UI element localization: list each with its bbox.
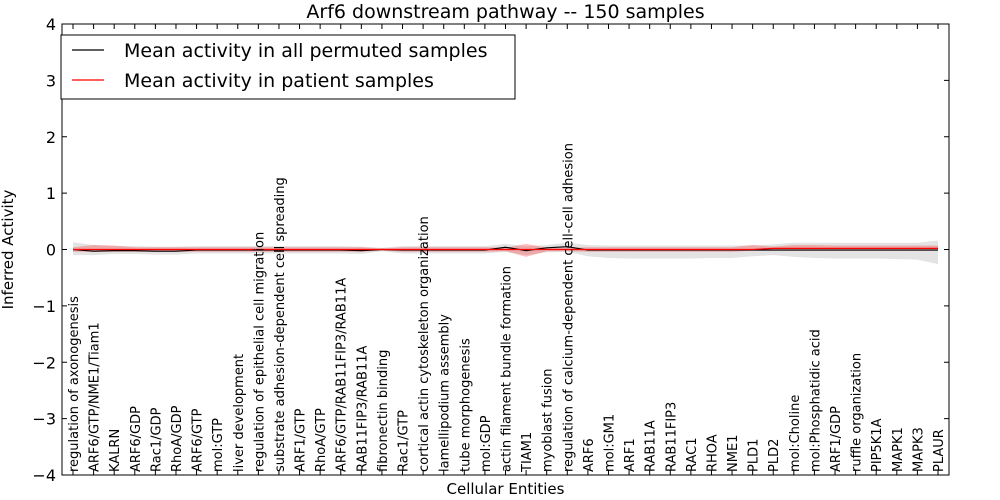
band-series-1 [73,243,938,257]
legend-box [60,34,516,100]
x-tick-label: PLAUR [932,429,947,472]
y-tick-label: 4 [46,15,56,34]
x-tick-label: regulation of axonogenesis [67,296,82,472]
y-tick-label: 0 [46,241,56,260]
x-tick-label: ARF1/GDP [829,406,844,472]
band-series-0 [73,240,938,265]
x-tick-label: PLD1 [747,439,762,472]
y-tick-label: −1 [32,297,56,316]
x-tick-label: mol:GTP [211,418,226,472]
x-tick-label: MAPK1 [891,427,906,472]
x-tick-label: Rac1/GTP [397,410,412,472]
x-axis-label: Cellular Entities [447,480,565,498]
x-tick-label: TIAM1 [520,432,535,473]
x-tick-label: ARF6/GTP [191,408,206,472]
x-tick-label: ARF1/GTP [294,408,309,472]
x-tick-label: ARF6/GDP [129,406,144,472]
x-tick-label: myoblast fusion [541,368,556,472]
x-tick-label: ruffle organization [850,353,865,472]
x-tick-label: RAC1 [685,437,700,472]
x-tick-label: RhoA/GTP [314,408,329,472]
x-tick-label: regulation of epithelial cell migration [252,232,267,472]
legend-label-permuted: Mean activity in all permuted samples [124,40,487,62]
y-tick-label: 3 [46,71,56,90]
x-tick-label: mol:Phosphatidic acid [808,329,823,472]
x-tick-label: KALRN [108,429,123,472]
axis-ticks [62,23,949,476]
plot-frame [61,23,950,476]
x-tick-label: tube morphogenesis [458,338,473,472]
x-tick-label: actin filament bundle formation [500,266,515,472]
chart-title: Arf6 downstream pathway -- 150 samples [306,1,704,23]
y-axis-label: Inferred Activity [0,189,17,309]
x-tick-label: ARF1 [623,438,638,472]
x-tick-label: RAB11A [644,420,659,472]
line-series-1 [73,247,938,251]
x-tick-label: fibronectin binding [376,350,391,472]
y-tick-label: 1 [46,184,56,203]
x-tick-label: liver development [232,354,247,472]
legend-label-patient: Mean activity in patient samples [124,70,434,92]
x-tick-label: lamellipodium assembly [438,314,453,472]
y-tick-labels: 4 3 2 1 0 −1 −2 −3 −4 [32,15,56,485]
x-tick-label: ARF6 [582,438,597,472]
y-tick-label: 2 [46,128,56,147]
confidence-bands [73,240,938,265]
x-tick-label: substrate adhesion-dependent cell spread… [273,177,288,472]
x-tick-label: PLD2 [767,439,782,472]
x-tick-label: NME1 [726,435,741,472]
x-tick-label: RhoA/GDP [170,405,185,472]
x-tick-label: ARF6/GTP/NME1/Tiam1 [88,322,103,472]
y-tick-label: −2 [32,353,56,372]
x-tick-label: cortical actin cytoskeleton organization [417,216,432,472]
x-tick-label: RAB11FIP3/RAB11A [355,345,370,472]
x-tick-label: RAB11FIP3 [664,402,679,472]
x-tick-label: mol:GM1 [602,414,617,472]
series-lines [72,246,938,252]
x-tick-label: mol:GDP [479,415,494,472]
y-tick-label: −3 [32,410,56,429]
x-tick-label: Rac1/GDP [149,407,164,472]
x-tick-label: mol:Choline [788,395,803,472]
x-tick-label: RHOA [705,434,720,472]
x-tick-label: regulation of calcium-dependent cell-cel… [561,143,576,472]
y-tick-label: −4 [32,466,56,485]
x-tick-label: MAPK3 [911,427,926,472]
x-tick-label: ARF6/GTP/RAB11FIP3/RAB11A [335,278,350,472]
legend: Mean activity in all permuted samples Me… [60,34,516,100]
x-tick-label: PIP5K1A [870,418,885,472]
x-tick-labels: regulation of axonogenesis ARF6/GTP/NME1/… [67,143,947,473]
